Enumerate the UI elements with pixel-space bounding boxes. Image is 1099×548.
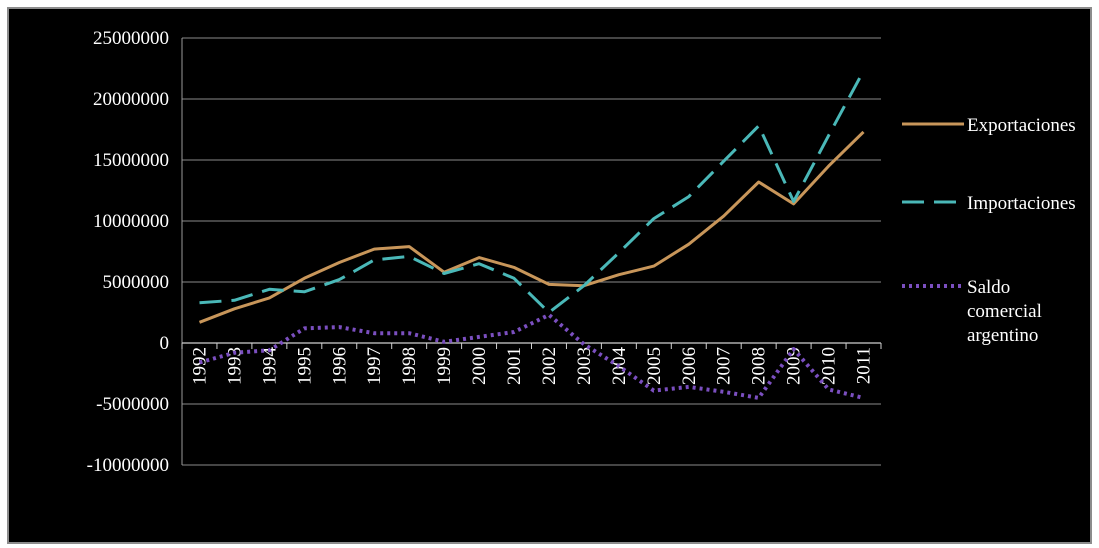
y-tick-label: 20000000 (93, 89, 169, 110)
y-tick-label: 25000000 (93, 28, 169, 49)
legend-label: comercial (967, 301, 1042, 322)
data-point (828, 389, 829, 390)
data-point (618, 274, 619, 275)
y-tick-label: 5000000 (103, 272, 170, 293)
data-point (828, 166, 829, 167)
data-point (793, 349, 794, 350)
data-point (444, 341, 445, 342)
x-tick-label: 1997 (364, 347, 385, 385)
data-point (339, 279, 340, 280)
data-point (793, 203, 794, 204)
y-tick-label: 0 (160, 333, 170, 354)
x-tick-label: 1998 (399, 347, 420, 385)
data-point (444, 273, 445, 274)
x-tick-label: 1996 (329, 347, 350, 385)
chart-frame: 25000000 20000000 15000000 10000000 5000000 0… (7, 7, 1092, 544)
data-point (583, 344, 584, 345)
legend-label: Saldo (967, 277, 1010, 298)
x-tick-label: 1993 (224, 347, 245, 385)
data-point (374, 333, 375, 334)
data-point (199, 362, 200, 363)
data-point (758, 397, 759, 398)
y-tick-label: -10000000 (87, 455, 169, 476)
x-tick-label: 1992 (189, 347, 210, 385)
x-tick-label: 2002 (539, 347, 560, 385)
data-point (688, 386, 689, 387)
data-point (514, 267, 515, 268)
x-tick-label: 2008 (749, 347, 770, 385)
data-point (863, 397, 864, 398)
data-point (863, 131, 864, 132)
data-point (548, 312, 549, 313)
data-point (723, 391, 724, 392)
data-point (479, 336, 480, 337)
data-point (758, 125, 759, 126)
data-point (234, 308, 235, 309)
data-point (653, 218, 654, 219)
series-line-saldo-comercial-argentino (198, 312, 864, 400)
data-point (688, 196, 689, 197)
data-point (723, 216, 724, 217)
data-point (514, 278, 515, 279)
legend-label: Importaciones (967, 193, 1076, 214)
grid-layer (182, 37, 881, 466)
data-point (618, 252, 619, 253)
x-tick-label: 2000 (469, 347, 490, 385)
data-point (758, 181, 759, 182)
data-point (269, 289, 270, 290)
x-tick-label: 1994 (259, 347, 280, 386)
line-chart: 25000000 20000000 15000000 10000000 5000000 0… (87, 28, 1076, 476)
series-line-importaciones (199, 70, 865, 314)
data-point (339, 262, 340, 263)
data-point (409, 333, 410, 334)
data-point (409, 246, 410, 247)
x-tick-label: 1995 (294, 347, 315, 385)
data-point (688, 244, 689, 245)
data-point (374, 249, 375, 250)
data-point (514, 332, 515, 333)
legend-label: Exportaciones (967, 115, 1076, 136)
x-tick-label: 2005 (644, 347, 665, 385)
data-point (863, 70, 864, 71)
legend: Exportaciones Importaciones Saldo comercial… (902, 115, 1076, 346)
data-point (304, 328, 305, 329)
data-point (304, 278, 305, 279)
series-layer (198, 70, 865, 400)
data-point (653, 266, 654, 267)
x-tick-label: 2007 (714, 347, 735, 385)
data-point (548, 284, 549, 285)
x-tick-label: 2010 (819, 347, 840, 385)
data-point (583, 285, 584, 286)
data-point (234, 300, 235, 301)
x-tick-label: 2011 (854, 347, 875, 384)
y-tick-label: 15000000 (93, 150, 169, 171)
data-point (828, 135, 829, 136)
data-point (269, 350, 270, 351)
axis-layer: 25000000 20000000 15000000 10000000 5000000 0… (87, 28, 882, 476)
data-point (793, 201, 794, 202)
data-point (653, 390, 654, 391)
data-point (199, 302, 200, 303)
data-point (199, 322, 200, 323)
y-tick-label: -5000000 (96, 394, 169, 415)
legend-label: argentino (967, 325, 1038, 346)
data-point (269, 297, 270, 298)
data-point (409, 256, 410, 257)
data-point (234, 352, 235, 353)
data-point (618, 366, 619, 367)
data-point (479, 257, 480, 258)
data-point (374, 260, 375, 261)
series-line-exportaciones (198, 130, 865, 324)
data-point (479, 263, 480, 264)
data-point (339, 327, 340, 328)
x-tick-label: 2009 (784, 347, 805, 385)
x-tick-label: 2001 (504, 347, 525, 385)
y-tick-label: 10000000 (93, 211, 169, 232)
x-tick-label: 2003 (574, 347, 595, 385)
x-tick-label: 1999 (434, 347, 455, 385)
data-point (304, 291, 305, 292)
x-tick-label: 2006 (679, 347, 700, 385)
data-point (723, 161, 724, 162)
data-point (548, 314, 549, 315)
